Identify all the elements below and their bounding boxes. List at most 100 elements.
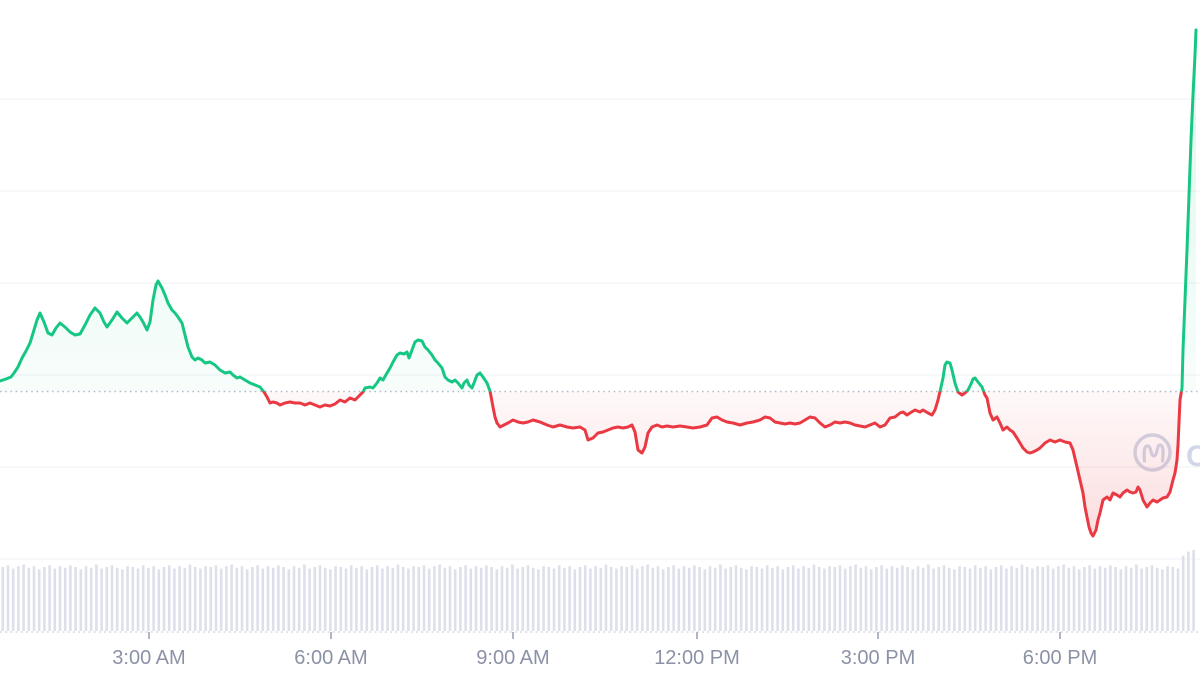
volume-bar [230,564,233,631]
volume-bar [401,567,405,631]
volume-bar [984,566,987,631]
volume-bar [43,567,46,631]
volume-bar [880,565,883,631]
volume-bar [947,567,951,631]
volume-bar [599,567,603,631]
volume-bar [178,566,181,631]
volume-bar [719,564,722,631]
volume-bars [1,550,1195,631]
volume-bar [1124,566,1128,631]
volume-bar [667,567,670,631]
volume-bar [937,567,941,631]
volume-bar [802,566,805,631]
volume-bar [812,564,816,631]
volume-bar [219,568,223,631]
volume-bar [1192,550,1195,631]
volume-bar [105,567,109,631]
volume-bar [875,567,878,631]
volume-bar [245,569,249,631]
volume-bar [895,567,899,631]
volume-bar [1114,567,1117,631]
price-line-up-segment[interactable] [0,28,1198,536]
volume-bar [479,567,483,631]
volume-bar [703,569,707,631]
volume-bar [339,567,343,631]
volume-bar [251,567,254,631]
volume-bar [204,566,207,631]
volume-bar [994,567,998,631]
volume-bar [807,567,811,631]
volume-bar [843,568,847,631]
volume-bar [537,569,540,631]
volume-bar [334,566,337,631]
volume-bar [391,567,395,631]
volume-bar [745,569,748,631]
volume-bar [729,567,733,631]
volume-bar [277,565,280,631]
volume-bar [1067,567,1071,631]
volume-bar [11,568,15,631]
volume-bar [505,567,509,631]
volume-bar [121,569,124,631]
volume-bar [927,564,930,631]
volume-bar [1025,567,1029,631]
volume-bar [6,565,10,631]
volume-bar [526,565,530,631]
volume-bar [1176,568,1180,631]
volume-bar [760,568,764,631]
volume-bar [1150,565,1154,631]
x-axis: 3:00 AM 6:00 AM 9:00 AM 12:00 PM 3:00 PM 6:00… [112,632,1097,669]
volume-bar [999,565,1003,631]
volume-bar [32,566,36,631]
volume-bar [589,568,592,631]
volume-bar [131,567,135,631]
volume-bar [422,565,426,631]
volume-bar [344,568,348,631]
volume-bar [323,567,327,631]
volume-bar [115,567,119,631]
volume-bar [1005,568,1008,631]
volume-bar [214,565,218,631]
volume-bar [833,567,837,631]
watermark-partial-text: C [1186,440,1200,473]
volume-bar [490,567,493,631]
volume-bar [209,567,213,631]
volume-bar [1062,564,1065,631]
volume-bar [126,566,129,631]
x-axis-label: 3:00 PM [841,647,915,669]
volume-bar [1051,568,1055,631]
volume-bar [495,569,499,631]
volume-bar [557,565,561,631]
volume-bar [240,566,244,631]
volume-bar [1015,567,1019,631]
x-axis-label: 9:00 AM [476,647,549,669]
volume-bar [620,566,623,631]
volume-bar [318,565,322,631]
volume-bar [453,569,457,631]
volume-bar [136,568,140,631]
volume-bar [53,568,57,631]
volume-bar [932,568,935,631]
volume-bar [225,566,228,631]
volume-bar [734,565,738,631]
volume-bar [167,565,171,631]
volume-bar [521,567,525,631]
volume-bar [58,566,62,631]
volume-bar [672,565,675,631]
volume-bar [261,568,265,631]
volume-bar [573,569,577,631]
volume-bar [739,567,743,631]
volume-bar [630,565,634,631]
volume-bar [677,568,681,631]
volume-bar [979,567,982,631]
volume-bar [786,567,790,631]
price-line-down-segment[interactable] [0,30,1196,538]
volume-bar [953,569,956,631]
volume-bar [313,567,317,631]
volume-bar [989,569,993,631]
volume-bar [817,567,821,631]
volume-bar [95,564,98,631]
x-axis-label: 6:00 AM [294,647,367,669]
volume-bar [724,568,727,631]
